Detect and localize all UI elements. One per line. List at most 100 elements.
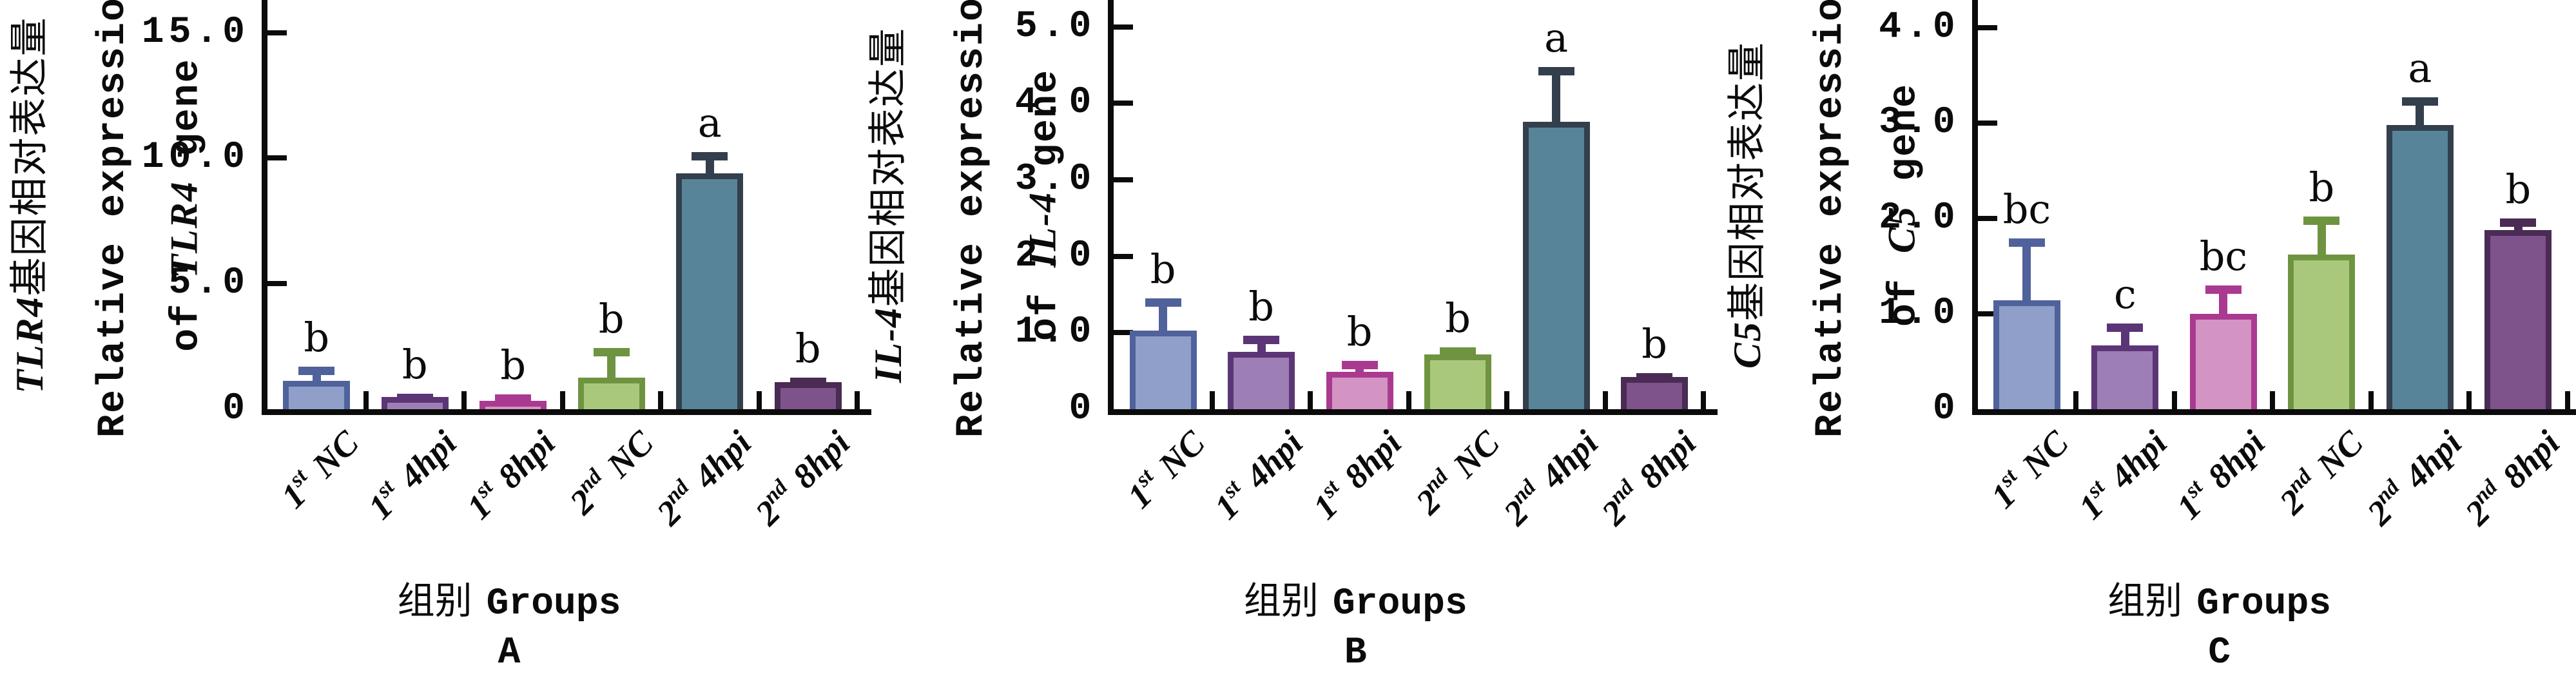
x-tick-label: 1st4hpi [1207,423,1310,526]
y-tick [1114,24,1134,30]
x-tick-group-name: 4hpi [2102,423,2174,496]
significance-letter: b [1641,320,1667,368]
y-tick-label: 4.0 [1879,6,1960,48]
x-tick-label: 2ndNC [562,423,661,522]
significance-letter: b [304,313,330,361]
x-axis-label: 组别 Groups [2107,582,2331,623]
x-axis-label-en: Groups [486,583,621,625]
error-bar-cap [298,366,335,375]
x-axis-line [1971,409,2576,415]
error-bar-cap [2303,217,2340,225]
error-bar [1257,344,1266,353]
x-tick-group-name: 4hpi [1533,423,1605,496]
error-bar-cap [2205,285,2242,294]
error-bar [2120,331,2129,347]
bar-1st-4hpi [1228,351,1295,409]
y-tick-label: 0 [222,388,249,430]
x-tick-label: 1st8hpi [1306,423,1409,526]
bar-2nd-nc [2288,255,2356,409]
bar-1st-nc [283,380,351,409]
bar-1st-nc [1129,330,1197,409]
x-tick [855,391,860,409]
panel-letter: B [1344,632,1367,674]
x-tick-label: 1st8hpi [459,423,562,526]
significance-letter: b [1445,294,1471,342]
x-tick-label: 2nd4hpi [650,423,759,533]
significance-letter: b [1150,245,1176,293]
bar-2nd-nc [577,378,645,409]
y-tick [1114,101,1134,106]
bar-2nd-nc [1424,354,1492,409]
x-tick-group-name: NC [2014,423,2077,485]
significance-letter: b [402,340,428,388]
x-tick [1504,391,1510,409]
error-bar [607,356,616,380]
x-tick-group-name: 4hpi [2396,423,2470,496]
x-tick-label: 2nd8hpi [748,423,857,533]
y-tick [1977,24,1997,30]
bar-1st-8hpi [479,401,547,409]
x-tick [2073,391,2079,409]
x-tick-label: 1stNC [1984,423,2077,516]
x-tick-label: 2nd8hpi [2458,423,2568,533]
x-axis-label-cn: 组别 [1243,579,1319,623]
bar-1st-nc [1993,300,2060,409]
error-bar [705,160,714,175]
significance-letter: b [795,324,821,372]
y-axis-title-en-line1: Relative expression [92,0,135,438]
error-bar-cap [1440,347,1477,356]
x-tick-label: 2nd4hpi [1496,423,1605,533]
panel-letter: A [498,632,521,674]
x-tick [2564,391,2570,409]
panel-letter: C [2208,632,2231,674]
error-bar-cap [2401,97,2438,106]
y-tick-label: 1.0 [1879,292,1960,334]
y-tick [1114,253,1134,259]
y-tick [1977,311,1997,316]
x-tick [461,391,467,409]
x-tick-group-name: 4hpi [686,423,759,496]
x-axis-label: 组别 Groups [398,582,621,623]
y-tick [267,30,287,35]
significance-letter: b [500,341,527,389]
x-tick [2466,391,2472,409]
error-bar [1355,369,1364,373]
significance-letter: c [2114,270,2136,318]
error-bar-cap [692,151,728,160]
y-tick-label: 3.0 [1014,158,1096,200]
x-axis-label-en: Groups [2196,583,2332,625]
bar-2nd-4hpi [1522,121,1590,409]
y-title-en-text: Relative expression [950,0,994,438]
x-tick [1209,391,1215,409]
significance-letter: bc [2199,232,2248,280]
error-bar-cap [593,347,630,356]
y-tick-label: 1.0 [1014,311,1096,354]
x-tick-group-name: NC [1150,423,1212,485]
x-tick-label: 2nd8hpi [1594,423,1704,533]
x-tick [1308,391,1313,409]
chart-panel-A: TLR4基因相对表达量 Relative expression of TLR4 ge… [0,0,871,676]
x-tick-group-name: NC [2309,423,2371,485]
error-bar-cap [1243,336,1280,345]
bar-1st-4hpi [381,397,449,409]
bar-2nd-8hpi [1621,377,1689,409]
y-title-en-text: Relative expression [92,0,135,438]
x-axis-label-cn: 组别 [397,579,472,623]
error-bar [2219,293,2228,315]
y-tick [267,155,287,161]
y-tick [1977,120,1997,126]
y-title-gene-name: IL-4 [867,307,910,383]
significance-letter: bc [2002,186,2051,233]
x-tick [658,391,663,409]
error-bar-cap [2107,323,2144,332]
x-tick-group-name: 8hpi [2200,423,2273,496]
y-axis-title-cn: IL-4基因相对表达量 [866,27,911,383]
y-title-gene-name: C5 [1725,320,1768,369]
error-bar [312,374,321,382]
y-tick-label: 5.0 [168,262,249,305]
y-tick [1114,330,1134,336]
bar-2nd-8hpi [2484,229,2552,409]
chart-panel-C: C5基因相对表达量 Relative expression of C5 gene 0 1… [1718,0,2576,676]
error-bar-cap [1145,298,1181,307]
error-bar [2416,105,2425,126]
